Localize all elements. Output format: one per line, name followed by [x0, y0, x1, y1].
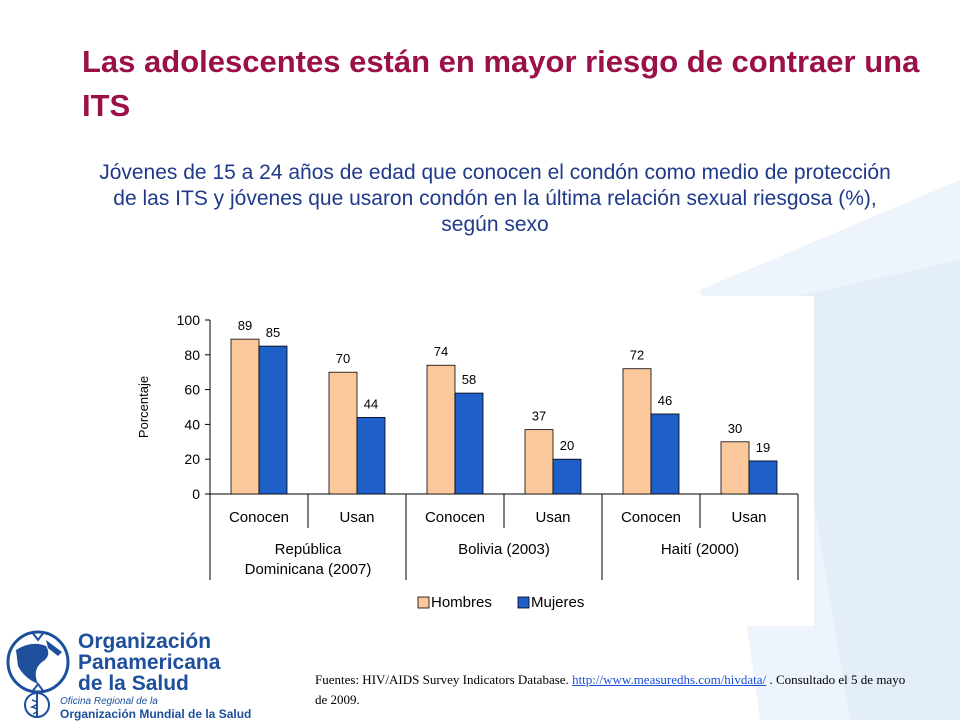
data-label-hombres: 72 — [630, 348, 644, 363]
bar-hombres — [328, 371, 358, 495]
who-emblem-icon — [24, 692, 50, 718]
y-axis-title: Porcentaje — [136, 376, 151, 438]
bar-mujeres — [454, 392, 484, 495]
bar-mujeres — [748, 460, 778, 495]
logo-line-3: de la Salud — [78, 672, 189, 695]
data-label-hombres: 70 — [336, 351, 350, 366]
data-label-mujeres: 19 — [756, 440, 770, 455]
data-label-hombres: 37 — [532, 409, 546, 424]
logo-line-2: Panamericana — [78, 651, 221, 674]
chart-subtitle: Jóvenes de 15 a 24 años de edad que cono… — [99, 161, 891, 236]
source-suffix: . Consultado el 5 de mayo de 2009. — [315, 672, 906, 707]
bar-mujeres — [552, 458, 582, 495]
source-note: Fuentes: HIV/AIDS Survey Indicators Data… — [315, 670, 915, 710]
slide-title: Las adolescentes están en mayor riesgo d… — [82, 44, 920, 123]
x-category-label: Usan — [339, 509, 374, 526]
legend-swatch-hombres — [417, 596, 430, 609]
x-category-label: Conocen — [621, 509, 681, 526]
source-link[interactable]: http://www.measuredhs.com/hivdata/ — [572, 672, 767, 687]
bar-mujeres — [650, 413, 680, 495]
y-tick-label: 60 — [184, 382, 200, 398]
data-label-hombres: 30 — [728, 421, 742, 436]
legend-swatch-mujeres — [517, 596, 530, 609]
x-group-label: Bolivia (2003) — [458, 541, 550, 558]
y-tick-label: 40 — [184, 416, 200, 432]
bar-hombres — [230, 338, 260, 495]
y-tick-label: 20 — [184, 451, 200, 467]
data-label-mujeres: 58 — [462, 372, 476, 387]
x-group-label: Haití (2000) — [661, 541, 739, 558]
paho-logo: Organización Panamericana de la Salud Of… — [0, 624, 300, 721]
x-group-label: República — [275, 541, 342, 558]
x-category-label: Usan — [731, 509, 766, 526]
bar-hombres — [720, 441, 750, 495]
logo-line-1: Organización — [78, 630, 212, 653]
bar-mujeres — [356, 417, 386, 495]
x-category-label: Conocen — [425, 509, 485, 526]
data-label-mujeres: 46 — [658, 393, 672, 408]
bar-mujeres — [258, 345, 288, 495]
logo-subline-small: Oficina Regional de la — [60, 696, 158, 707]
chart-panel: 0 20 40 60 80 100 Porcentaje Conocen Usan Conocen… — [118, 296, 814, 626]
y-tick-label: 0 — [192, 486, 200, 502]
legend-label-hombres: Hombres — [431, 594, 492, 611]
legend-label-mujeres: Mujeres — [531, 594, 584, 611]
data-label-mujeres: 85 — [266, 325, 280, 340]
y-tick-label: 80 — [184, 347, 200, 363]
logo-subline-big: Organización Mundial de la Salud — [60, 707, 252, 721]
bar-hombres — [622, 368, 652, 495]
bar-chart: 0 20 40 60 80 100 Porcentaje Conocen Usan Conocen… — [136, 312, 799, 611]
y-tick-label: 100 — [177, 312, 201, 328]
x-group-label-line2: Dominicana (2007) — [245, 561, 372, 578]
data-label-hombres: 74 — [434, 344, 448, 359]
source-prefix: Fuentes: HIV/AIDS Survey Indicators Data… — [315, 672, 573, 687]
bar-hombres — [524, 429, 554, 495]
x-category-label: Conocen — [229, 509, 289, 526]
data-label-mujeres: 44 — [364, 396, 378, 411]
globe-icon — [6, 630, 70, 694]
data-label-mujeres: 20 — [560, 438, 574, 453]
data-label-hombres: 89 — [238, 318, 252, 333]
bar-hombres — [426, 364, 456, 495]
x-category-label: Usan — [535, 509, 570, 526]
